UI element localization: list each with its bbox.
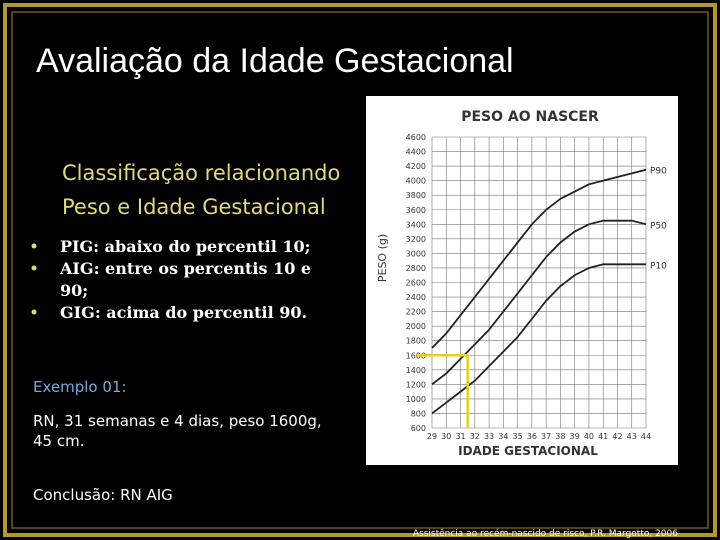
bullet-dot bbox=[31, 309, 37, 315]
y-tick-label: 2200 bbox=[406, 308, 426, 317]
slide-title: Avaliação da Idade Gestacional bbox=[36, 42, 514, 80]
example-heading: Exemplo 01: bbox=[33, 378, 127, 396]
y-axis-label: PESO (g) bbox=[376, 234, 389, 282]
x-tick-label: 30 bbox=[441, 432, 451, 441]
frame-inner bbox=[11, 11, 709, 529]
y-tick-label: 1200 bbox=[406, 380, 426, 389]
y-tick-label: 2800 bbox=[406, 264, 426, 273]
y-tick-label: 3600 bbox=[406, 206, 426, 215]
bullet-dot bbox=[31, 243, 37, 249]
y-tick-label: 2000 bbox=[406, 322, 426, 331]
y-tick-label: 1800 bbox=[406, 337, 426, 346]
curve-label: P90 bbox=[650, 167, 667, 177]
x-tick-label: 35 bbox=[513, 432, 523, 441]
y-tick-label: 600 bbox=[411, 424, 426, 433]
subtitle-line: Classificação relacionando bbox=[62, 161, 340, 185]
content: Classificação relacionando Peso e Idade G… bbox=[31, 161, 678, 539]
chart-title: PESO AO NASCER bbox=[461, 109, 599, 125]
x-tick-label: 36 bbox=[527, 432, 537, 441]
y-tick-label: 3400 bbox=[406, 220, 426, 229]
curve-label: P10 bbox=[650, 261, 667, 271]
chart: PESO AO NASCER PESO (g) IDADE GESTACIONAL 6… bbox=[376, 109, 667, 458]
y-tick-label: 1400 bbox=[406, 366, 426, 375]
x-tick-label: 39 bbox=[570, 432, 580, 441]
x-axis-label: IDADE GESTACIONAL bbox=[458, 444, 598, 458]
y-tick-label: 4600 bbox=[406, 133, 426, 142]
subtitle-line: Peso e Idade Gestacional bbox=[62, 195, 326, 219]
x-tick-label: 40 bbox=[584, 432, 594, 441]
example-line: RN, 31 semanas e 4 dias, peso 1600g, bbox=[33, 412, 322, 430]
y-tick-label: 1000 bbox=[406, 395, 426, 404]
y-tick-label: 4000 bbox=[406, 177, 426, 186]
y-tick-label: 2400 bbox=[406, 293, 426, 302]
y-tick-label: 800 bbox=[411, 409, 426, 418]
chart-panel bbox=[366, 96, 678, 465]
x-tick-label: 29 bbox=[427, 432, 437, 441]
example-line: 45 cm. bbox=[33, 432, 84, 450]
x-tick-label: 37 bbox=[541, 432, 551, 441]
conclusion: Conclusão: RN AIG bbox=[33, 486, 173, 504]
y-tick-label: 3000 bbox=[406, 249, 426, 258]
footer: Assistência ao recém-nascido de risco, P… bbox=[413, 528, 678, 539]
bullet-text: GIG: acima do percentil 90. bbox=[60, 303, 307, 322]
bullet-text: 90; bbox=[60, 281, 88, 300]
x-tick-label: 41 bbox=[598, 432, 608, 441]
y-tick-label: 4400 bbox=[406, 148, 426, 157]
bullet-dot bbox=[31, 265, 37, 271]
x-tick-label: 42 bbox=[612, 432, 622, 441]
percentile-curve bbox=[431, 219, 647, 386]
bullet-text: AIG: entre os percentis 10 e bbox=[59, 259, 311, 278]
x-tick-label: 43 bbox=[627, 432, 637, 441]
y-tick-label: 2600 bbox=[406, 279, 426, 288]
y-tick-label: 3800 bbox=[406, 191, 426, 200]
x-tick-label: 44 bbox=[641, 432, 651, 441]
x-tick-label: 33 bbox=[484, 432, 494, 441]
y-tick-label: 3200 bbox=[406, 235, 426, 244]
bullet-text: PIG: abaixo do percentil 10; bbox=[60, 237, 311, 256]
curve-label: P50 bbox=[650, 221, 667, 231]
frame bbox=[3, 3, 717, 537]
y-tick-label: 1600 bbox=[406, 351, 426, 360]
x-tick-label: 32 bbox=[470, 432, 480, 441]
x-tick-label: 38 bbox=[555, 432, 565, 441]
x-tick-label: 31 bbox=[455, 432, 465, 441]
x-tick-label: 34 bbox=[498, 432, 508, 441]
percentile-curve bbox=[431, 168, 647, 349]
y-tick-label: 4200 bbox=[406, 162, 426, 171]
